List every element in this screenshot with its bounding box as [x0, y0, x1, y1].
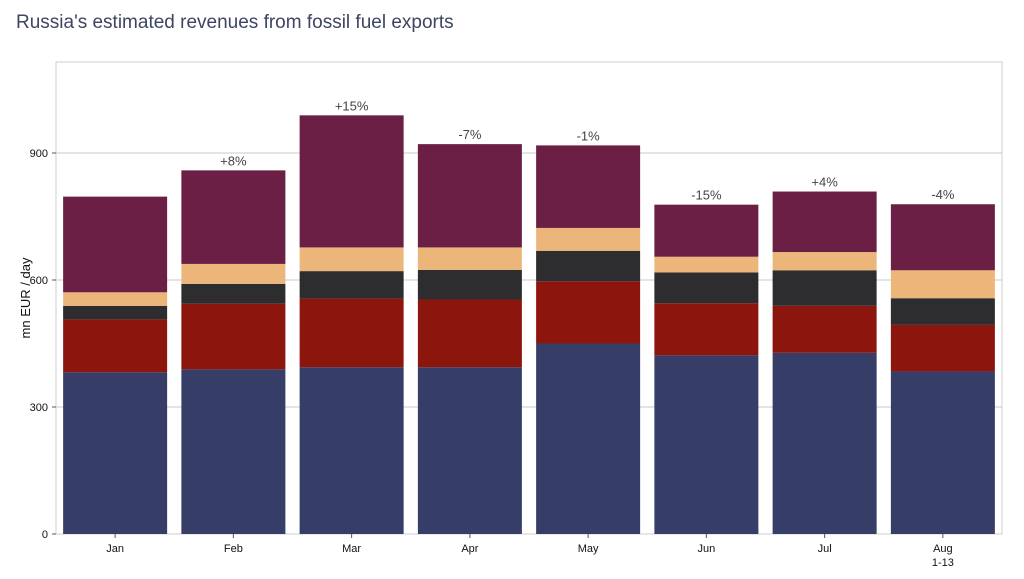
bar-segment [772, 352, 877, 534]
x-tick-label: Feb [224, 543, 243, 555]
change-label: -15% [691, 188, 722, 203]
bars [63, 115, 995, 534]
bar-segment [772, 191, 877, 253]
bar-segment [181, 283, 286, 304]
y-axis-label: mn EUR / day [18, 257, 33, 338]
y-tick-label: 900 [30, 148, 48, 160]
bar-segment [63, 196, 168, 293]
bar-segment [299, 298, 404, 368]
bar-segment [654, 272, 759, 304]
bar-segment [299, 367, 404, 534]
bar-segment [536, 227, 641, 251]
bar-segment [181, 263, 286, 284]
x-tick-sublabel: 1-13 [932, 557, 954, 569]
y-axis-ticks: 0 300 600 900 [30, 148, 56, 541]
bar-segment [772, 252, 877, 271]
bar-segment [63, 372, 168, 534]
bar-segment [772, 270, 877, 306]
change-label: +4% [811, 175, 838, 190]
x-tick-label: May [578, 543, 599, 555]
bar-segment [536, 343, 641, 534]
bar-segment [417, 144, 522, 248]
x-tick-label: Apr [461, 543, 478, 555]
bar-segment [181, 369, 286, 534]
bar-segment [772, 305, 877, 353]
change-label: +8% [220, 153, 247, 168]
change-label: +15% [335, 98, 369, 113]
x-tick-label: Jan [106, 543, 124, 555]
bar-segment [890, 324, 995, 372]
bar-segment [417, 269, 522, 300]
bar-segment [536, 145, 641, 228]
change-label: -4% [931, 187, 955, 202]
change-label: -7% [458, 127, 482, 142]
y-tick-label: 300 [30, 402, 48, 414]
x-tick-label: Aug [933, 543, 953, 555]
bar-segment [890, 371, 995, 534]
bar-segment [63, 292, 168, 306]
bar-segment [890, 204, 995, 271]
bar-segment [654, 256, 759, 273]
bar-segment [299, 247, 404, 272]
x-axis-ticks: Jan Feb Mar Apr May Jun Jul Aug 1-13 [106, 534, 954, 569]
bar-segment [536, 281, 641, 344]
chart-title: Russia's estimated revenues from fossil … [16, 12, 454, 33]
change-label: -1% [577, 128, 601, 143]
bar-segment [890, 270, 995, 299]
x-tick-label: Mar [342, 543, 361, 555]
bar-segment [654, 204, 759, 257]
bar-segment [299, 271, 404, 299]
bar-segment [299, 115, 404, 248]
x-tick-label: Jul [818, 543, 832, 555]
bar-segment [890, 298, 995, 325]
bar-segment [654, 303, 759, 356]
bar-segment [181, 170, 286, 264]
y-tick-label: 0 [42, 529, 48, 541]
bar-segment [63, 319, 168, 373]
y-tick-label: 600 [30, 275, 48, 287]
bar-segment [417, 299, 522, 368]
bar-segment [181, 303, 286, 370]
change-labels: +8% +15% -7% -1% -15% +4% -4% [220, 98, 955, 202]
bar-segment [417, 247, 522, 270]
bar-segment [536, 250, 641, 282]
x-tick-label: Jun [698, 543, 716, 555]
bar-segment [417, 367, 522, 534]
bar-segment [654, 355, 759, 534]
bar-segment [63, 305, 168, 320]
